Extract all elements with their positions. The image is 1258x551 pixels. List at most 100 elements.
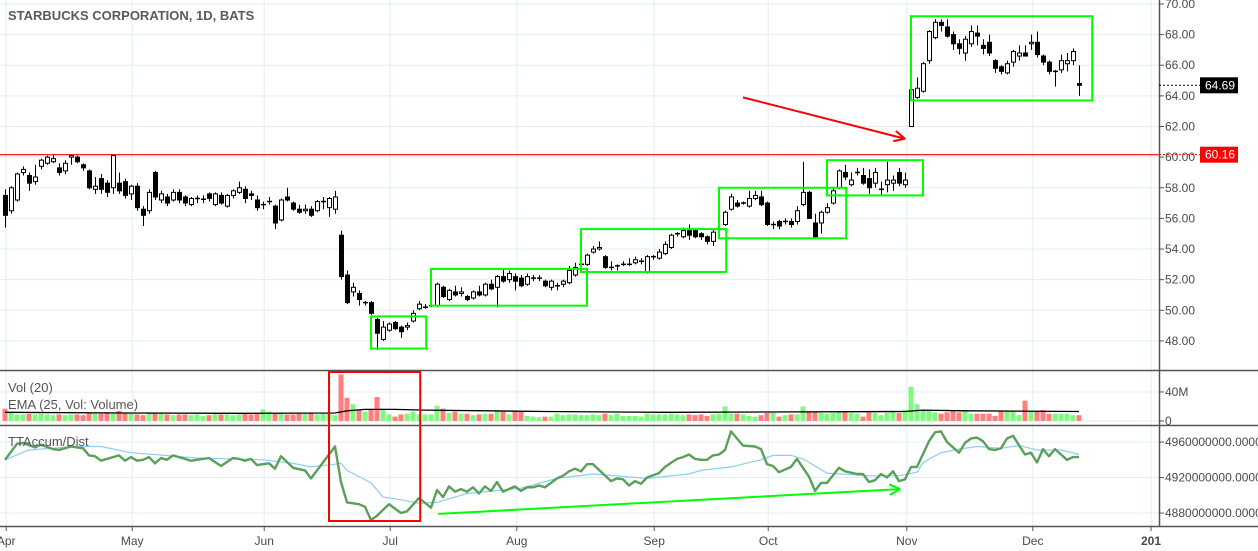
candle bbox=[543, 279, 548, 288]
volume-bar bbox=[188, 415, 194, 421]
candle bbox=[465, 294, 470, 302]
candle-body bbox=[567, 269, 572, 284]
candle bbox=[651, 255, 656, 260]
volume-bar bbox=[836, 411, 842, 421]
candle bbox=[51, 154, 56, 164]
volume-bar bbox=[446, 412, 452, 421]
volume-bar bbox=[920, 410, 926, 421]
consolidation-box bbox=[430, 267, 588, 307]
candle bbox=[555, 282, 560, 291]
candle-body bbox=[807, 191, 812, 219]
volume-bar bbox=[866, 412, 872, 421]
volume-bar bbox=[932, 412, 938, 421]
volume-bar bbox=[458, 413, 464, 421]
volume-bar bbox=[572, 414, 578, 421]
accum-tick-label: 4960000000.0000 bbox=[1165, 435, 1258, 449]
volume-bar bbox=[722, 406, 728, 421]
candle-body bbox=[3, 194, 8, 216]
candle-body bbox=[843, 171, 848, 178]
candle-body bbox=[1047, 61, 1052, 72]
volume-pane[interactable] bbox=[2, 374, 1082, 421]
volume-bar bbox=[896, 412, 902, 421]
volume-bar bbox=[824, 413, 830, 421]
candle-body bbox=[549, 280, 554, 288]
volume-bar bbox=[560, 415, 566, 421]
candle bbox=[675, 232, 680, 237]
candle-body bbox=[339, 234, 344, 278]
candle bbox=[453, 285, 458, 297]
volume-bar bbox=[668, 413, 674, 421]
accum-tick-label: 4880000000.0000 bbox=[1165, 506, 1258, 520]
volume-bar bbox=[974, 413, 980, 421]
candle-body bbox=[969, 31, 974, 45]
candle-body bbox=[327, 197, 332, 209]
candle bbox=[873, 167, 878, 188]
candle-body bbox=[249, 193, 254, 196]
candle bbox=[921, 62, 926, 93]
candle bbox=[1023, 45, 1028, 57]
candle-body bbox=[927, 31, 932, 62]
green-arrow-shaft bbox=[438, 488, 901, 515]
candle bbox=[723, 210, 728, 227]
volume-bar bbox=[980, 413, 986, 421]
volume-tick-label: 0 bbox=[1165, 414, 1172, 428]
volume-bar bbox=[1064, 413, 1070, 421]
volume-bar bbox=[770, 412, 776, 421]
volume-bar bbox=[200, 415, 206, 421]
candle bbox=[345, 270, 350, 305]
candle-body bbox=[723, 211, 728, 226]
candle-body bbox=[81, 164, 86, 169]
candle-body bbox=[111, 155, 116, 189]
candle bbox=[405, 322, 410, 331]
candle-body bbox=[219, 194, 224, 204]
volume-bar bbox=[788, 414, 794, 421]
candle-body bbox=[39, 159, 44, 167]
volume-bar bbox=[320, 413, 326, 421]
candle bbox=[45, 155, 50, 165]
candle bbox=[357, 290, 362, 306]
candle-body bbox=[117, 182, 122, 192]
volume-bar bbox=[236, 414, 242, 421]
candle bbox=[225, 193, 230, 208]
candle-body bbox=[333, 196, 338, 210]
volume-bar bbox=[392, 416, 398, 421]
accum-dist-pane[interactable] bbox=[4, 430, 1080, 522]
candle bbox=[285, 187, 290, 202]
volume-bar bbox=[764, 412, 770, 421]
line-price-badge bbox=[1200, 146, 1238, 163]
candle bbox=[105, 180, 110, 197]
volume-bar bbox=[674, 414, 680, 421]
candle bbox=[867, 169, 872, 194]
candle-body bbox=[297, 208, 302, 213]
volume-bar bbox=[230, 415, 236, 421]
candle bbox=[591, 245, 596, 254]
candle bbox=[537, 275, 542, 282]
volume-bar bbox=[266, 411, 272, 421]
candle bbox=[153, 170, 158, 201]
candle-body bbox=[207, 193, 212, 199]
volume-bar bbox=[128, 413, 134, 421]
volume-bar bbox=[1028, 411, 1034, 421]
candle-body bbox=[735, 202, 740, 207]
candle-body bbox=[303, 208, 308, 212]
consolidation-box bbox=[370, 315, 428, 350]
volume-bar bbox=[590, 414, 596, 421]
volume-bar bbox=[752, 416, 758, 421]
grid bbox=[0, 0, 1159, 526]
candle-body bbox=[765, 202, 770, 226]
candle-body bbox=[981, 44, 986, 49]
candle bbox=[441, 285, 446, 299]
candle bbox=[693, 229, 698, 239]
candle bbox=[753, 190, 758, 201]
candle bbox=[393, 320, 398, 331]
consolidation-box bbox=[910, 15, 1094, 102]
volume-bar bbox=[602, 413, 608, 421]
candle bbox=[801, 161, 806, 207]
volume-bar bbox=[398, 414, 404, 421]
candle-body bbox=[1029, 41, 1034, 45]
price-pane[interactable] bbox=[3, 19, 1082, 351]
volume-bar bbox=[194, 414, 200, 421]
candle bbox=[879, 181, 884, 196]
time-label-apr: Apr bbox=[0, 534, 16, 548]
